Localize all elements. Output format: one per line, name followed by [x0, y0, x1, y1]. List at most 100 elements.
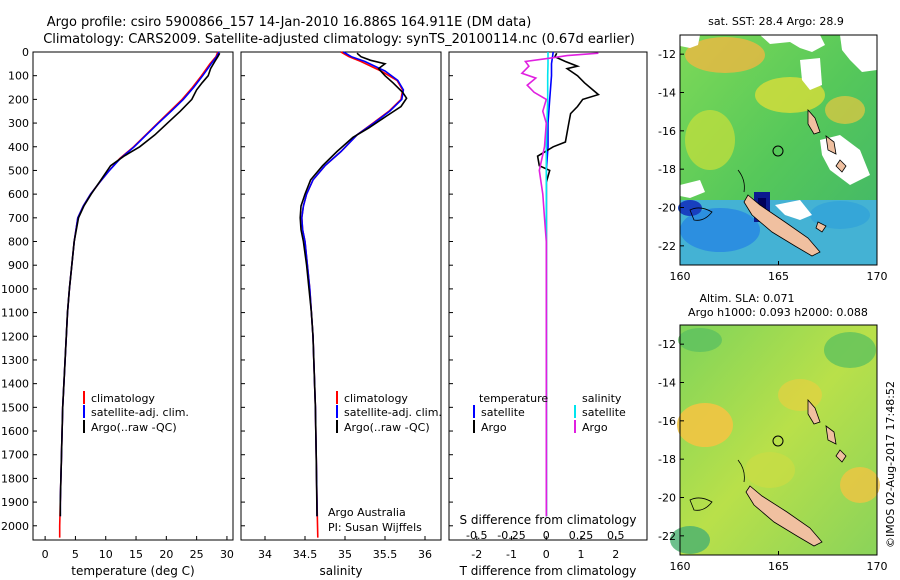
vanuatu-island — [825, 425, 837, 445]
x-tick-label: 10 — [99, 548, 113, 561]
sst-nodata — [760, 35, 825, 52]
sst-nodata — [680, 35, 700, 48]
sla-patch — [778, 379, 822, 411]
depth-tick-label: 1000 — [1, 283, 29, 296]
loyalty-island — [815, 221, 827, 233]
depth-tick-label: 300 — [8, 117, 29, 130]
difference-xlabel-s: S difference from climatology — [460, 513, 637, 527]
depth-tick-label: 1100 — [1, 307, 29, 320]
sla-contour — [689, 459, 745, 511]
sst-map-ticks: 160 165 170 -12 -14 -16 -18 -20 -22 — [658, 48, 887, 283]
sla-patch — [745, 452, 795, 488]
x-tick-label: 36 — [418, 548, 432, 561]
x-tick-label: 20 — [159, 548, 173, 561]
sla-map-ticks: 160 165 170 -12 -14 -16 -18 -20 -22 — [658, 338, 887, 573]
legend-label: satellite — [481, 406, 525, 419]
new-caledonia-island — [745, 485, 823, 547]
lat-tick-label: -22 — [658, 240, 676, 253]
x-tick-label: 30 — [220, 548, 234, 561]
series-line-argo-raw-qc- — [59, 52, 221, 517]
x-tick-label: 25 — [190, 548, 204, 561]
sst-cold-patch — [810, 201, 870, 229]
x-tick-label: 34.5 — [293, 548, 318, 561]
x-tick-label-t: -2 — [471, 548, 482, 561]
depth-tick-label: 700 — [8, 212, 29, 225]
sst-map — [678, 34, 878, 266]
sst-nodata — [840, 35, 877, 72]
lat-tick-label: -18 — [658, 453, 676, 466]
temperature-plot: 0 5 10 15 20 25 30 — [42, 51, 234, 561]
sla-patch — [678, 328, 722, 352]
credit-line-1: Argo Australia — [328, 506, 406, 519]
depth-tick-label: 100 — [8, 70, 29, 83]
lon-tick-label: 160 — [670, 560, 691, 573]
sst-contour — [689, 169, 745, 221]
series-line-satellite-adj-clim- — [59, 51, 220, 517]
salinity-axes — [240, 51, 442, 541]
legend-label: Argo — [481, 421, 507, 434]
lat-tick-label: -22 — [658, 530, 676, 543]
series-line-satellite-adj-clim- — [300, 51, 405, 517]
depth-tick-label: 600 — [8, 188, 29, 201]
salinity-xlabel: salinity — [319, 564, 362, 578]
new-caledonia-island — [743, 194, 821, 257]
legend-header-temperature: temperature — [479, 392, 548, 405]
lon-tick-label: 165 — [768, 270, 789, 283]
x-tick-label-s: 0.25 — [569, 529, 594, 542]
x-tick-label: 15 — [129, 548, 143, 561]
sst-nodata — [680, 180, 705, 198]
vanuatu-island — [807, 108, 821, 135]
x-tick-label: 0 — [42, 548, 49, 561]
x-tick-label: 35 — [338, 548, 352, 561]
sst-warm-patch — [825, 96, 865, 124]
argo-location-marker — [772, 435, 784, 447]
depth-tick-label: 200 — [8, 93, 29, 106]
sst-cold-patch — [678, 200, 702, 216]
lat-tick-label: -14 — [658, 377, 676, 390]
lat-tick-label: -20 — [658, 202, 676, 215]
legend-label: Argo(..raw -QC) — [344, 421, 430, 434]
salinity-legend: climatology satellite-adj. clim. Argo(..… — [336, 391, 442, 434]
sla-patch — [670, 526, 710, 554]
depth-tick-label: 900 — [8, 259, 29, 272]
lat-tick-label: -16 — [658, 125, 676, 138]
salinity-plot: 34 34.5 35 35.5 36 — [258, 51, 432, 561]
series-line-climatology — [58, 51, 219, 538]
depth-tick-label: 400 — [8, 141, 29, 154]
x-tick-label-t: 0 — [543, 548, 550, 561]
depth-tick-label: 500 — [8, 164, 29, 177]
sst-map-title: sat. SST: 28.4 Argo: 28.9 — [708, 15, 844, 28]
sst-cold-patch — [680, 208, 760, 252]
x-tick-label: 34 — [258, 548, 272, 561]
depth-tick-labels: 0 100 200 300 400 500 600 700 800 900 1000 1100 1200… — [1, 46, 453, 533]
x-tick-label-t: 2 — [612, 548, 619, 561]
sla-map-title-1: Altim. SLA: 0.071 — [699, 292, 794, 305]
sla-patch — [677, 403, 733, 447]
legend-label: climatology — [344, 392, 408, 405]
depth-tick-label: 0 — [22, 46, 29, 59]
sla-map-title-2: Argo h1000: 0.093 h2000: 0.088 — [688, 306, 868, 319]
depth-tick-label: 1700 — [1, 449, 29, 462]
title-line-2: Climatology: CARS2009. Satellite-adjuste… — [43, 32, 635, 47]
vanuatu-island — [835, 159, 847, 173]
depth-tick-label: 1300 — [1, 354, 29, 367]
vanuatu-island — [807, 398, 821, 425]
series-line-salinity-argo — [520, 52, 599, 517]
series-line-argo-raw-qc- — [299, 52, 408, 517]
vanuatu-island — [835, 449, 847, 463]
depth-tick-label: 1900 — [1, 496, 29, 509]
lat-tick-label: -12 — [658, 338, 676, 351]
legend-label: satellite-adj. clim. — [344, 406, 442, 419]
sst-nodata — [800, 58, 822, 90]
depth-tick-label: 1500 — [1, 401, 29, 414]
lat-tick-label: -12 — [658, 48, 676, 61]
lon-tick-label: 160 — [670, 270, 691, 283]
sst-nodata — [775, 200, 812, 220]
legend-label: Argo — [582, 421, 608, 434]
depth-tick-label: 1200 — [1, 330, 29, 343]
temperature-legend: climatology satellite-adj. clim. Argo(..… — [83, 391, 189, 434]
legend-label: satellite-adj. clim. — [91, 406, 189, 419]
legend-label: climatology — [91, 392, 155, 405]
lat-tick-label: -16 — [658, 415, 676, 428]
